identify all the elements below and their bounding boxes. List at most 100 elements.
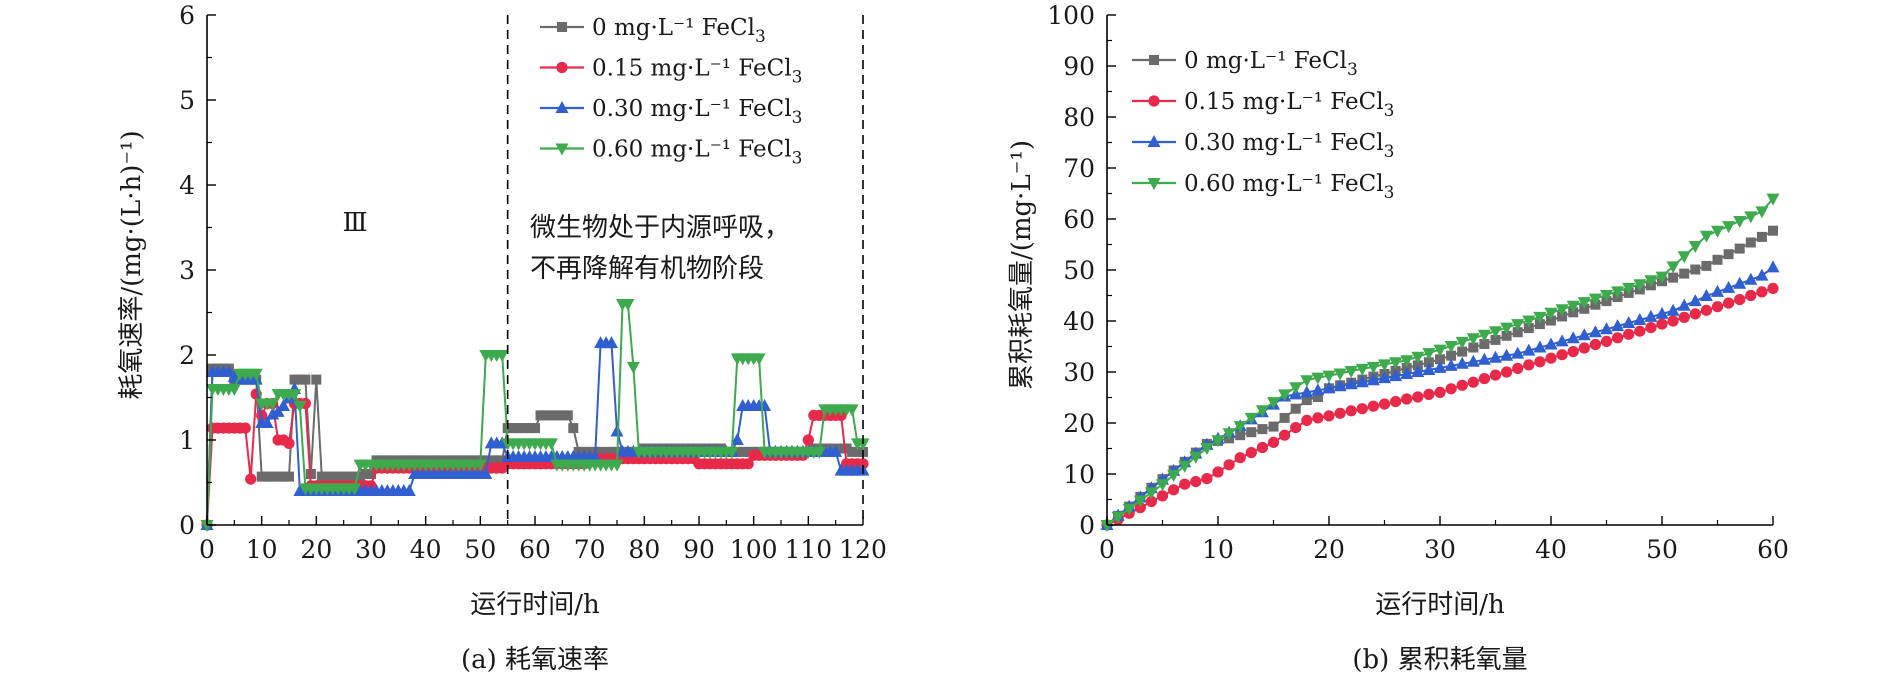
data-point bbox=[1290, 422, 1302, 434]
x-tick-label: 0 bbox=[1099, 535, 1115, 564]
series-line bbox=[206, 342, 863, 526]
y-tick-label: 60 bbox=[1063, 205, 1095, 234]
data-point bbox=[1268, 421, 1279, 432]
data-point bbox=[562, 410, 573, 421]
series-triangle-down bbox=[200, 299, 870, 532]
data-point bbox=[626, 361, 640, 374]
x-tick-label: 0 bbox=[199, 535, 215, 564]
y-tick-label: 20 bbox=[1063, 409, 1095, 438]
data-point bbox=[1756, 286, 1768, 298]
data-point bbox=[1567, 346, 1579, 358]
y-tick-label: 2 bbox=[179, 341, 195, 370]
data-point bbox=[1745, 289, 1757, 302]
data-point bbox=[1656, 318, 1668, 330]
data-point bbox=[1512, 362, 1524, 374]
legend-item: 0.15 mg·L⁻¹ FeCl3 bbox=[1132, 89, 1394, 121]
legend-item: 0.60 mg·L⁻¹ FeCl3 bbox=[540, 137, 802, 169]
data-point bbox=[1679, 268, 1690, 279]
data-point bbox=[1423, 388, 1435, 400]
data-point bbox=[1144, 487, 1158, 500]
x-tick-label: 20 bbox=[1313, 535, 1345, 564]
y-tick-label: 0 bbox=[179, 511, 195, 540]
data-point bbox=[1578, 342, 1590, 354]
y-tick-label: 70 bbox=[1063, 154, 1095, 183]
legend-marker bbox=[1148, 95, 1160, 107]
data-point bbox=[1634, 325, 1646, 337]
data-point bbox=[1723, 297, 1735, 309]
legend-item: 0 mg·L⁻¹ FeCl3 bbox=[540, 15, 766, 47]
data-point bbox=[284, 471, 294, 482]
data-point bbox=[1612, 332, 1624, 344]
data-point bbox=[1257, 424, 1268, 435]
y-tick-label: 50 bbox=[1063, 256, 1095, 285]
data-point bbox=[1767, 282, 1779, 294]
data-point bbox=[1489, 369, 1502, 381]
y-tick-label: 90 bbox=[1063, 52, 1095, 81]
data-point bbox=[1289, 382, 1303, 395]
y-tick-label: 80 bbox=[1063, 103, 1095, 132]
panel-a-axes: 0 10 20 30 40 50 60 70 80 90 100 110 120 0 1 2 3 4 5 6 bbox=[179, 1, 887, 564]
data-point bbox=[1556, 349, 1568, 361]
x-tick-label: 80 bbox=[628, 535, 660, 564]
data-point bbox=[1701, 260, 1712, 271]
legend-label: 0.30 mg·L⁻¹ FeCl3 bbox=[592, 96, 802, 128]
phase-note-line1: 微生物处于内源呼吸， bbox=[530, 213, 790, 243]
y-tick-label: 100 bbox=[1047, 1, 1095, 30]
legend-item: 0 mg·L⁻¹ FeCl3 bbox=[1132, 48, 1358, 80]
data-point bbox=[1723, 249, 1734, 260]
x-tick-label: 110 bbox=[784, 535, 832, 564]
legend-label: 0.60 mg·L⁻¹ FeCl3 bbox=[592, 137, 802, 169]
panel-a-oxygen-uptake-rate: 0 10 20 30 40 50 60 70 80 90 100 110 120 0 1 2 3 4 5 6 Ⅲ 微生… bbox=[117, 1, 887, 675]
y-tick-label: 6 bbox=[179, 1, 195, 30]
x-tick-label: 100 bbox=[730, 535, 778, 564]
x-tick-label: 30 bbox=[1424, 535, 1456, 564]
y-tick-label: 1 bbox=[179, 426, 195, 455]
panel-a-plot-area bbox=[200, 299, 870, 532]
data-point bbox=[1712, 254, 1723, 265]
data-point bbox=[1545, 352, 1557, 364]
panel-a-x-axis-label: 运行时间/h bbox=[470, 590, 600, 620]
panel-b-axes: 0 10 20 30 40 50 60 0 10 20 30 40 50 60 70 80 90 100 bbox=[1047, 1, 1789, 564]
x-tick-label: 50 bbox=[1646, 535, 1678, 564]
data-point bbox=[1201, 473, 1213, 485]
data-point bbox=[610, 424, 624, 437]
y-tick-label: 30 bbox=[1063, 358, 1095, 387]
legend-label: 0 mg·L⁻¹ FeCl3 bbox=[1184, 48, 1358, 80]
legend-label: 0.30 mg·L⁻¹ FeCl3 bbox=[1184, 130, 1394, 162]
x-tick-label: 50 bbox=[464, 535, 496, 564]
data-point bbox=[300, 374, 311, 385]
data-point bbox=[1323, 410, 1335, 422]
x-tick-label: 60 bbox=[519, 535, 551, 564]
data-point bbox=[1690, 264, 1701, 275]
data-point bbox=[1600, 335, 1613, 347]
data-point bbox=[311, 374, 322, 385]
data-point bbox=[1156, 490, 1169, 502]
legend-item: 0.60 mg·L⁻¹ FeCl3 bbox=[1132, 171, 1394, 203]
y-tick-label: 3 bbox=[179, 256, 195, 285]
data-point bbox=[1168, 484, 1180, 496]
panel-b-legend: 0 mg·L⁻¹ FeCl3 0.15 mg·L⁻¹ FeCl3 0.30 mg·L… bbox=[1132, 48, 1394, 203]
data-point bbox=[1267, 436, 1280, 448]
data-point bbox=[1279, 412, 1290, 423]
data-point bbox=[1256, 441, 1268, 454]
x-tick-label: 60 bbox=[1757, 535, 1789, 564]
data-point bbox=[530, 423, 540, 434]
legend-marker bbox=[557, 22, 567, 32]
x-tick-label: 40 bbox=[410, 535, 442, 564]
data-point bbox=[1334, 407, 1346, 419]
data-point bbox=[1745, 237, 1756, 248]
data-point bbox=[283, 437, 295, 449]
legend-marker bbox=[1149, 55, 1159, 65]
data-point bbox=[1434, 386, 1446, 398]
y-tick-label: 0 bbox=[1079, 511, 1095, 540]
data-point bbox=[1167, 470, 1181, 482]
panel-b-caption: (b) 累积耗氧量 bbox=[1352, 645, 1527, 675]
x-tick-label: 40 bbox=[1535, 535, 1567, 564]
legend-item: 0.30 mg·L⁻¹ FeCl3 bbox=[1132, 130, 1394, 162]
panel-a-y-axis-label: 耗氧速率/(mg·(L·h)⁻¹) bbox=[117, 130, 147, 399]
panel-b-cumulative-oxygen-uptake: 0 10 20 30 40 50 60 0 10 20 30 40 50 60 70 80 90 100 0 mg… bbox=[1007, 1, 1789, 675]
legend-marker bbox=[556, 61, 568, 74]
data-point bbox=[1179, 478, 1191, 490]
data-point bbox=[1734, 294, 1746, 306]
x-tick-label: 120 bbox=[839, 535, 887, 564]
